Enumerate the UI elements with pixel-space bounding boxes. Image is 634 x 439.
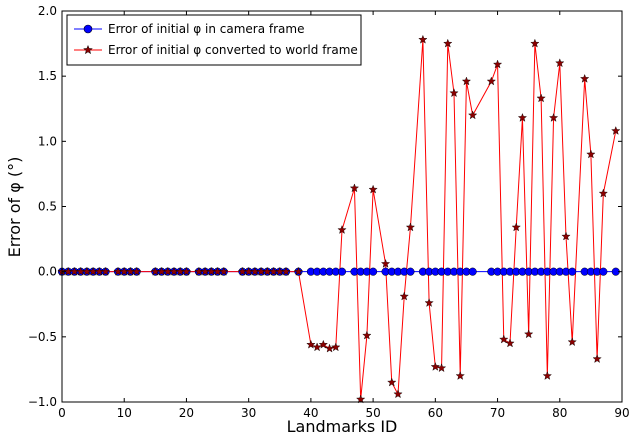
x-tick-label: 60: [428, 406, 443, 420]
data-point-world: [430, 361, 440, 371]
data-point-world: [337, 225, 347, 234]
data-point-world: [455, 371, 465, 380]
y-tick-label: 0.0: [38, 265, 57, 279]
data-point-camera: [369, 267, 378, 276]
x-tick-label: 90: [614, 406, 629, 420]
data-point-world: [492, 59, 503, 69]
data-point-world: [306, 339, 316, 349]
data-point-world: [219, 266, 229, 276]
data-point-world: [517, 112, 528, 122]
legend: Error of initial φ in camera frame Error…: [66, 14, 362, 66]
ticks-layer: 0 10 20 30 40 50 60 70 80 90 −1.0 −0.5 0.0 0.5 1.0 1.5 2…: [28, 4, 630, 420]
y-tick-label: 1.5: [38, 69, 57, 83]
data-point-world: [362, 330, 372, 340]
data-point-world: [611, 126, 621, 135]
x-tick-label: 80: [552, 406, 567, 420]
data-point-world: [293, 266, 304, 276]
y-tick-label: 0.5: [38, 200, 57, 214]
legend-marker-world: [83, 44, 93, 55]
data-point-world: [356, 394, 366, 404]
data-point-world: [281, 266, 291, 276]
data-point-world: [536, 93, 546, 103]
x-tick-label: 50: [365, 406, 380, 420]
data-point-camera: [599, 267, 608, 276]
data-point-world: [380, 258, 391, 268]
data-point-world: [468, 110, 478, 120]
x-tick-label: 10: [117, 406, 132, 420]
data-point-world: [486, 76, 496, 86]
data-point-world: [368, 184, 378, 194]
data-point-camera: [468, 267, 477, 276]
data-point-world: [567, 337, 577, 346]
y-tick-label: −1.0: [28, 395, 57, 409]
data-point-world: [181, 266, 192, 276]
y-tick-label: 2.0: [38, 4, 57, 18]
data-point-world: [505, 338, 515, 348]
data-point-world: [548, 112, 559, 122]
data-point-world: [436, 363, 447, 373]
data-point-world: [100, 266, 111, 276]
data-point-world: [524, 329, 534, 339]
data-point-world: [399, 291, 409, 301]
data-point-world: [449, 88, 459, 98]
x-tick-label: 0: [58, 406, 66, 420]
data-point-world: [324, 343, 335, 353]
y-tick-label: −0.5: [28, 330, 57, 344]
legend-box: [66, 14, 362, 66]
x-axis-label: Landmarks ID: [287, 417, 398, 436]
data-point-world: [580, 73, 590, 83]
data-point-world: [349, 183, 360, 193]
data-point-world: [424, 298, 434, 307]
legend-label-world: Error of initial φ converted to world fr…: [108, 43, 358, 57]
data-point-world: [511, 222, 521, 232]
data-point-world: [312, 342, 322, 352]
x-tick-label: 20: [179, 406, 194, 420]
data-point-world: [586, 149, 596, 159]
x-tick-label: 30: [241, 406, 256, 420]
data-point-world: [499, 334, 509, 344]
data-point-camera: [337, 267, 347, 276]
legend-label-camera: Error of initial φ in camera frame: [108, 22, 304, 36]
x-tick-label: 40: [303, 406, 318, 420]
data-point-camera: [406, 267, 415, 276]
data-point-world: [555, 58, 565, 68]
x-tick-label: 70: [490, 406, 505, 420]
y-axis-label: Error of φ (°): [5, 157, 24, 258]
data-point-world: [530, 38, 540, 48]
legend-marker-camera: [83, 24, 93, 34]
data-point-world: [331, 342, 341, 352]
data-point-world: [598, 188, 608, 198]
data-point-world: [318, 339, 328, 349]
data-point-world: [561, 231, 571, 241]
data-point-world: [393, 389, 403, 399]
data-point-world: [542, 371, 552, 380]
y-tick-label: 1.0: [38, 134, 57, 148]
data-point-world: [461, 76, 472, 86]
data-point-world: [592, 354, 602, 363]
data-point-world: [405, 222, 416, 232]
data-point-world: [132, 266, 142, 276]
data-point-world: [387, 377, 397, 387]
plot-area: [62, 11, 622, 402]
data-point-world: [418, 34, 428, 44]
data-point-camera: [568, 267, 577, 276]
data-point-world: [443, 38, 453, 48]
series-layer: [57, 34, 621, 404]
